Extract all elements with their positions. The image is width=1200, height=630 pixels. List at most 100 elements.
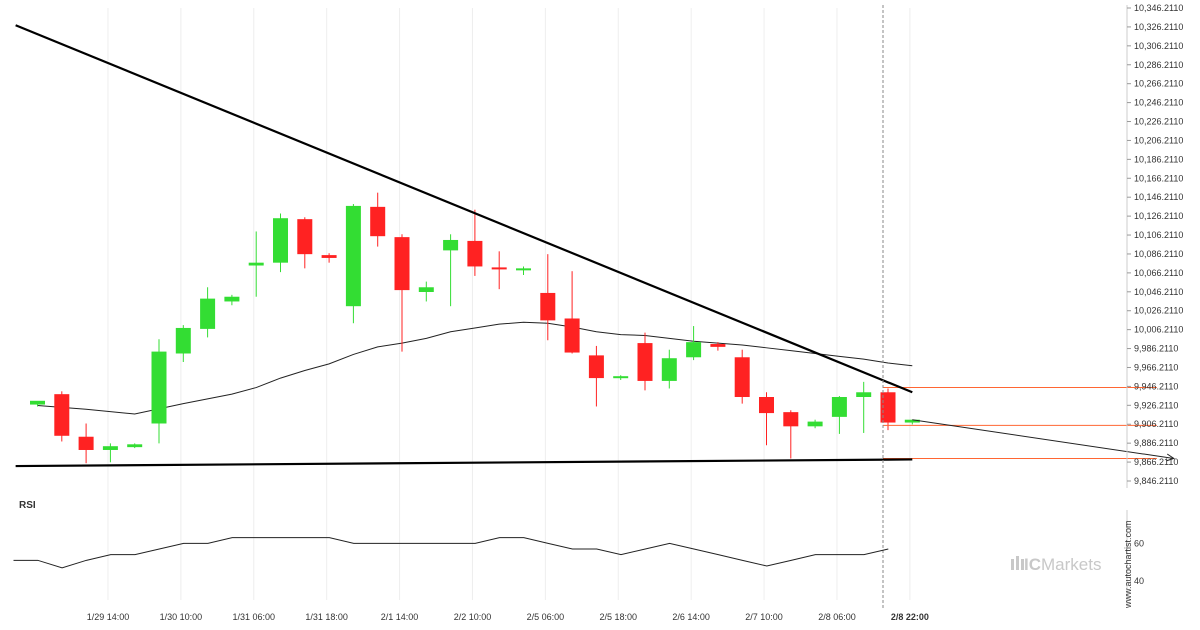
candle-down bbox=[759, 392, 774, 446]
candle-body bbox=[588, 355, 604, 379]
candle-body bbox=[127, 444, 143, 448]
candle-down bbox=[710, 342, 726, 351]
candle-up bbox=[686, 326, 702, 361]
x-tick-label: 1/31 06:00 bbox=[232, 612, 275, 622]
candle-body bbox=[734, 357, 750, 398]
y-tick-label: 10,106.2110 bbox=[1134, 230, 1183, 240]
candle-body bbox=[30, 400, 45, 405]
y-tick-label: 10,146.2110 bbox=[1134, 192, 1183, 202]
candle-body bbox=[856, 392, 872, 398]
candle-body bbox=[297, 219, 313, 255]
candle-up bbox=[248, 231, 264, 297]
candle-down bbox=[880, 388, 896, 431]
candle-body bbox=[200, 298, 216, 329]
candle-up bbox=[661, 349, 677, 389]
rsi-title: RSI bbox=[19, 500, 36, 511]
y-tick-label: 10,286.2110 bbox=[1134, 60, 1183, 70]
candle-down bbox=[637, 332, 653, 391]
x-tick-label: 1/30 10:00 bbox=[160, 612, 203, 622]
brand-prefix: IC bbox=[1024, 555, 1041, 574]
candle-body bbox=[759, 397, 774, 414]
candle-down bbox=[370, 192, 386, 247]
candle-body bbox=[102, 446, 118, 450]
candle-down bbox=[467, 209, 483, 276]
candle-body bbox=[248, 262, 264, 266]
x-tick-label: 2/8 06:00 bbox=[818, 612, 856, 622]
candle-body bbox=[831, 397, 847, 417]
candle-down bbox=[564, 271, 580, 354]
support-trendline bbox=[15, 458, 913, 468]
brand-logo-icon bbox=[1011, 556, 1024, 570]
y-tick-label: 10,066.2110 bbox=[1134, 268, 1183, 278]
y-tick-label: 10,206.2110 bbox=[1134, 135, 1183, 145]
candle-down bbox=[783, 410, 799, 459]
y-tick-label: 10,026.2110 bbox=[1134, 306, 1183, 316]
candle-up bbox=[200, 287, 216, 338]
candle-up bbox=[151, 339, 167, 444]
main-price-panel bbox=[15, 24, 1175, 468]
x-tick-label: 2/5 18:00 bbox=[599, 612, 637, 622]
candle-body bbox=[904, 419, 920, 423]
candle-body bbox=[78, 436, 94, 450]
y-tick-label: 10,166.2110 bbox=[1134, 173, 1183, 183]
x-tick-label: 2/2 10:00 bbox=[454, 612, 492, 622]
candle-up bbox=[613, 375, 629, 380]
candle-down bbox=[394, 234, 410, 352]
candle-up bbox=[345, 204, 361, 324]
candle-body bbox=[491, 267, 507, 270]
y-tick-label: 9,886.2110 bbox=[1134, 438, 1178, 448]
candle-body bbox=[151, 351, 167, 424]
y-tick-label: 10,046.2110 bbox=[1134, 287, 1183, 297]
x-tick-label: 1/31 18:00 bbox=[305, 612, 348, 622]
x-tick-label: 2/6 14:00 bbox=[672, 612, 710, 622]
candle-body bbox=[710, 344, 726, 347]
y-tick-label: 10,266.2110 bbox=[1134, 79, 1183, 89]
brand-suffix: Markets bbox=[1041, 555, 1101, 574]
candle-body bbox=[175, 327, 191, 354]
candle-up bbox=[30, 400, 45, 407]
resistance-trendline bbox=[15, 24, 913, 394]
candle-body bbox=[467, 240, 483, 267]
watermark-site: www.autochartist.com bbox=[1123, 520, 1133, 609]
forecast-arrow-line bbox=[912, 419, 1174, 459]
grid-layer bbox=[107, 8, 911, 600]
candle-body bbox=[564, 318, 580, 353]
x-tick-label: 1/29 14:00 bbox=[87, 612, 130, 622]
candle-down bbox=[588, 345, 604, 407]
candle-body bbox=[540, 292, 556, 321]
moving-average-line bbox=[37, 321, 913, 415]
y-tick-label: 9,946.2110 bbox=[1134, 381, 1178, 391]
rsi-y-tick-label: 60 bbox=[1134, 538, 1144, 548]
candle-up bbox=[516, 266, 531, 275]
y-tick-label: 10,006.2110 bbox=[1134, 325, 1183, 335]
candle-body bbox=[516, 268, 531, 271]
y-tick-label: 9,906.2110 bbox=[1134, 419, 1178, 429]
rsi-line bbox=[13, 537, 889, 569]
candle-down bbox=[491, 251, 507, 290]
x-tick-label: 2/5 06:00 bbox=[527, 612, 565, 622]
candle-down bbox=[54, 391, 70, 442]
y-tick-label: 10,226.2110 bbox=[1134, 117, 1183, 127]
candle-down bbox=[540, 254, 556, 341]
y-tick-label: 9,926.2110 bbox=[1134, 400, 1178, 410]
candle-up bbox=[904, 419, 920, 425]
candle-up bbox=[807, 419, 823, 429]
candle-body bbox=[637, 343, 653, 381]
candle-up bbox=[856, 381, 872, 433]
candle-body bbox=[807, 421, 823, 427]
candle-down bbox=[734, 349, 750, 404]
y-tick-label: 10,306.2110 bbox=[1134, 41, 1183, 51]
candle-down bbox=[321, 253, 337, 263]
forecast-arrowhead-icon bbox=[1166, 453, 1175, 462]
candle-body bbox=[394, 237, 410, 291]
candle-body bbox=[686, 342, 702, 358]
candle-body bbox=[370, 206, 386, 237]
candle-up bbox=[175, 325, 191, 363]
candle-body bbox=[613, 376, 629, 379]
x-tick-label: 2/1 14:00 bbox=[381, 612, 419, 622]
candle-body bbox=[661, 358, 677, 381]
rsi-y-tick-label: 40 bbox=[1134, 576, 1144, 586]
candle-up bbox=[831, 396, 847, 434]
candle-body bbox=[443, 239, 459, 251]
